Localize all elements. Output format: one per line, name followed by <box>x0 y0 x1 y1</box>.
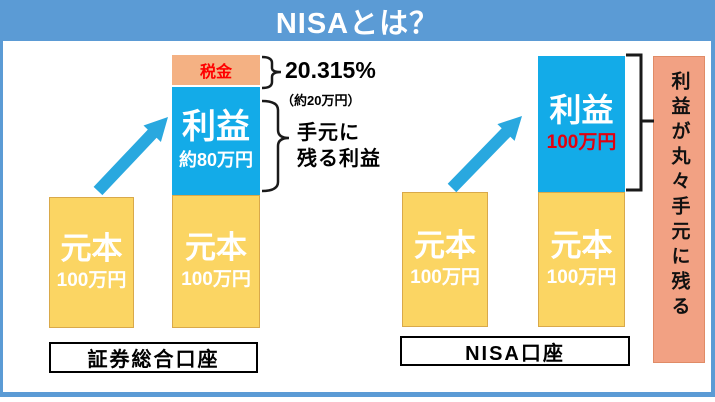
left-account-label: 証券総合口座 <box>87 349 220 371</box>
tax-amount-note: （約20万円） <box>281 93 361 108</box>
page-title: NISAとは？ <box>0 0 715 41</box>
principal-amount: 100万円 <box>546 267 617 289</box>
principal-label: 元本 <box>185 229 247 265</box>
principal-amount: 100万円 <box>410 267 480 289</box>
principal-segment: 元本 100万円 <box>538 192 625 327</box>
tax-label: 税金 <box>199 64 232 81</box>
principal-amount: 100万円 <box>181 269 251 291</box>
remaining-profit-note-line2: 残る利益 <box>297 148 381 170</box>
nisa-benefit-note: 利益が丸々手元に残る <box>668 71 690 321</box>
profit-segment: 利益 約80万円 <box>172 87 260 195</box>
principal-segment: 元本 100万円 <box>172 195 260 328</box>
principal-label: 元本 <box>414 227 476 263</box>
nisa-benefit-panel: 利益が丸々手元に残る <box>653 56 705 363</box>
principal-label: 元本 <box>550 227 613 263</box>
profit-amount: 100万円 <box>546 132 617 154</box>
principal-label: 元本 <box>60 230 123 266</box>
tax-segment: 税金 <box>172 55 260 87</box>
profit-label: 利益 <box>549 91 614 128</box>
principal-amount: 100万円 <box>56 270 127 292</box>
left-principal-bar: 元本 100万円 <box>49 197 134 328</box>
profit-label: 利益 <box>182 108 250 147</box>
left-account-label-box: 証券総合口座 <box>49 342 258 373</box>
tax-rate-label: 20.315% <box>285 57 376 83</box>
right-principal-bar: 元本 100万円 <box>402 192 488 327</box>
profit-amount: 約80万円 <box>178 149 254 170</box>
remaining-profit-note-line1: 手元に <box>297 122 360 144</box>
left-stacked-bar: 税金 利益 約80万円 元本 100万円 <box>172 55 260 328</box>
right-stacked-bar: 利益 100万円 元本 100万円 <box>538 56 625 327</box>
remaining-profit-note: 手元に 残る利益 <box>297 120 381 172</box>
right-account-label: NISA口座 <box>465 342 565 365</box>
profit-segment: 利益 100万円 <box>538 56 625 192</box>
right-account-label-box: NISA口座 <box>400 336 630 366</box>
